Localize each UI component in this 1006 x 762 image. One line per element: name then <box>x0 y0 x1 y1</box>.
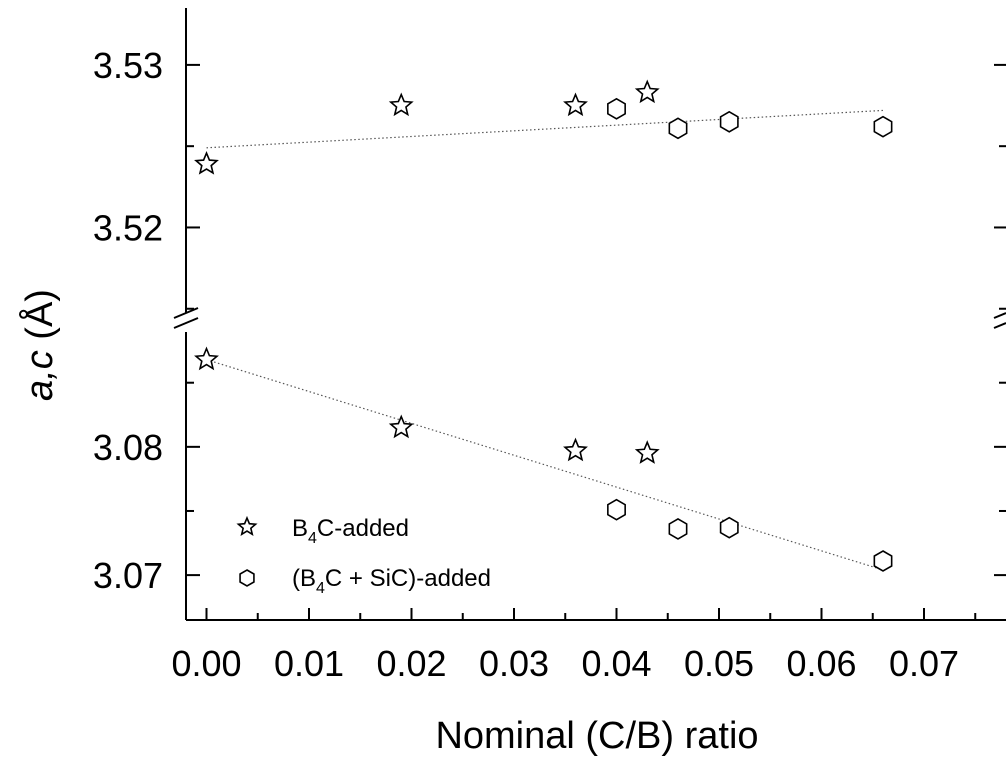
data-points <box>194 79 893 572</box>
legend-label-b4c-sic: (B4C + SiC)-added <box>292 565 491 597</box>
data-point-c-star <box>194 150 219 175</box>
x-tick-label: 0.04 <box>581 643 651 684</box>
y-tick-label: 3.07 <box>93 555 163 596</box>
legend-label-b4c-part2: C-added <box>317 515 409 542</box>
legend-label-b4c-sub: 4 <box>308 530 317 547</box>
legend-label-b4c-sic-part1: (B <box>292 565 316 592</box>
x-tick-label: 0.01 <box>274 643 344 684</box>
fit-line-upper <box>206 109 884 149</box>
data-point-a-star <box>388 414 414 439</box>
y-tick-label: 3.53 <box>93 45 163 86</box>
x-tick-label: 0.00 <box>171 643 241 684</box>
x-tick-label: 0.06 <box>786 643 856 684</box>
data-point-a-hexagon <box>607 498 626 521</box>
data-point-a-hexagon <box>873 550 893 572</box>
x-tick-label: 0.02 <box>376 643 446 684</box>
data-point-a-hexagon <box>668 518 688 540</box>
plot-frame <box>173 8 1006 621</box>
y-tick-label: 3.08 <box>93 427 163 468</box>
x-tick-label: 0.07 <box>889 643 959 684</box>
data-point-a-hexagon <box>719 516 739 539</box>
legend-star-shape <box>236 515 258 536</box>
x-tick-label: 0.03 <box>479 643 549 684</box>
y-axis-break-mark <box>173 317 199 329</box>
data-point-c-hexagon <box>607 97 626 120</box>
data-point-c-star <box>563 92 588 117</box>
data-point-c-star <box>388 92 414 117</box>
x-axis-title: Nominal (C/B) ratio <box>435 715 758 757</box>
data-point-c-hexagon <box>719 110 739 133</box>
axis-ticks: 0.00 0.01 0.02 0.03 0.04 0.05 0.06 0.07 3.52 3.53… <box>93 45 1006 684</box>
y-axis-title: a,c (Å) <box>17 289 61 401</box>
y-axis-title-italic: a,c <box>19 350 61 401</box>
right-axis-break-mark <box>993 312 1006 319</box>
data-point-a-star <box>563 437 588 462</box>
legend-label-b4c-sic-part2: C + SiC)-added <box>325 565 491 592</box>
data-point-c-hexagon <box>873 115 893 138</box>
legend-label-b4c-sic-sub: 4 <box>316 580 325 597</box>
x-tick-label: 0.05 <box>684 643 754 684</box>
y-tick-label: 3.52 <box>93 207 163 248</box>
right-axis-break-mark <box>993 322 1006 329</box>
fit-lines <box>206 109 884 571</box>
legend-hexagon-shape <box>239 569 255 587</box>
legend-marker-star <box>236 515 258 536</box>
legend-label-b4c-part1: B <box>292 515 308 542</box>
legend-label-b4c: B4C-added <box>292 515 409 547</box>
y-axis-title-unit: (Å) <box>17 289 61 350</box>
data-point-c-hexagon <box>668 117 688 140</box>
data-point-a-star <box>634 440 660 464</box>
legend-marker-hexagon <box>239 569 255 587</box>
data-point-a-star <box>194 346 219 371</box>
legend: B4C-added (B4C + SiC)-added <box>236 515 491 597</box>
data-point-c-star <box>634 79 660 104</box>
